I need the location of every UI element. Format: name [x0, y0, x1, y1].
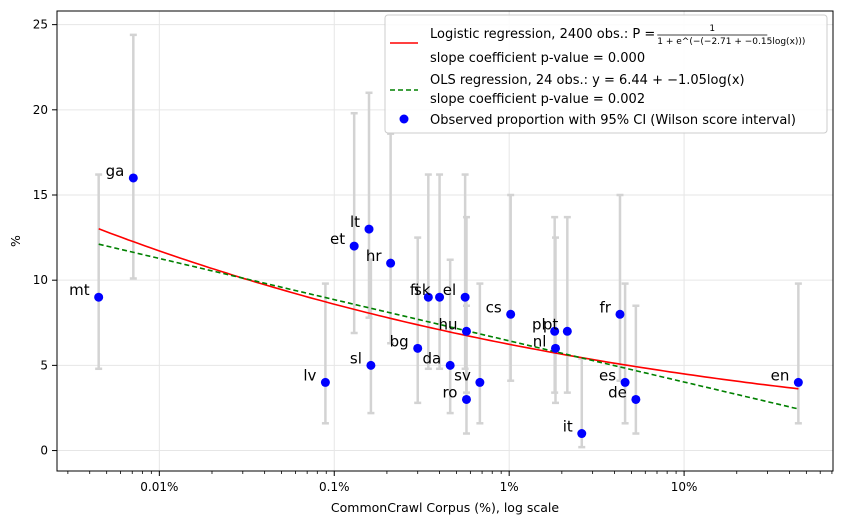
data-point-cs — [506, 309, 516, 319]
legend-logistic-label: Logistic regression, 2400 obs.: P = — [430, 27, 655, 42]
data-point-da — [445, 360, 455, 370]
y-axis-ticks: 0 5 10 15 20 25 — [33, 18, 57, 458]
x-axis-label: CommonCrawl Corpus (%), log scale — [331, 500, 559, 515]
data-point-bg — [413, 343, 423, 353]
data-point-et — [349, 241, 359, 251]
y-axis-label: % — [8, 235, 23, 247]
plot-frame — [56, 10, 834, 472]
data-point-hu — [461, 326, 471, 336]
legend-logistic-pvalue: slope coefficient p-value = 0.000 — [430, 51, 645, 66]
legend-logistic-formula-denominator: 1 + e^(−(−2.71 + −0.15log(x))) — [657, 37, 805, 47]
x-tick-label: 0.01% — [140, 480, 178, 494]
point-label-fi: fi — [410, 281, 419, 299]
y-tick-label: 25 — [33, 18, 48, 32]
data-point-en — [793, 377, 803, 387]
x-tick-label: 10% — [671, 480, 698, 494]
point-label-sl: sl — [350, 349, 362, 367]
y-tick-label: 15 — [33, 188, 48, 202]
data-point-ro — [461, 394, 471, 404]
point-label-mt: mt — [69, 281, 90, 299]
data-point-hr — [386, 258, 396, 268]
data-point-es — [620, 377, 630, 387]
y-tick-label: 0 — [40, 444, 48, 458]
point-label-fr: fr — [600, 298, 612, 316]
legend-ols-pvalue: slope coefficient p-value = 0.002 — [430, 92, 645, 107]
point-label-hu: hu — [438, 315, 457, 333]
point-label-pt: pt — [543, 315, 559, 333]
data-point-mt — [94, 292, 104, 302]
point-label-sk: sk — [414, 281, 431, 299]
legend-observed-label: Observed proportion with 95% CI (Wilson … — [430, 113, 796, 128]
point-label-sv: sv — [454, 366, 471, 384]
point-label-nl: nl — [533, 332, 547, 350]
point-label-it: it — [563, 418, 573, 436]
data-points — [94, 173, 803, 439]
data-point-fi — [423, 292, 433, 302]
data-point-it — [577, 429, 587, 439]
point-label-en: en — [771, 366, 790, 384]
legend-ols-label: OLS regression, 24 obs.: y = 6.44 + −1.0… — [430, 73, 745, 88]
data-point-ga — [128, 173, 138, 183]
point-label-lv: lv — [303, 366, 316, 384]
data-point-nl — [550, 343, 560, 353]
point-label-el: el — [443, 281, 456, 299]
point-label-hr: hr — [366, 247, 383, 265]
point-label-pl: pl — [532, 315, 546, 333]
data-point-pl — [550, 326, 560, 336]
data-point-sv — [475, 377, 485, 387]
point-label-bg: bg — [390, 332, 409, 350]
data-point-sk — [435, 292, 445, 302]
point-label-es: es — [599, 366, 616, 384]
fit-lines — [98, 228, 799, 410]
data-point-sl — [366, 360, 376, 370]
error-bars — [95, 33, 802, 449]
y-tick-label: 5 — [40, 358, 48, 372]
point-label-lt: lt — [350, 213, 360, 231]
point-label-ro: ro — [442, 383, 457, 401]
point-label-cs: cs — [486, 298, 502, 316]
data-point-lv — [320, 377, 330, 387]
point-label-et: et — [330, 230, 345, 248]
data-point-fr — [615, 309, 625, 319]
legend-observed-swatch — [399, 114, 409, 124]
x-tick-label: 0.1% — [319, 480, 350, 494]
legend-logistic-formula-numerator: 1 — [709, 24, 715, 34]
legend-box — [384, 14, 828, 134]
data-point-pt — [562, 326, 572, 336]
point-label-da: da — [422, 349, 441, 367]
legend: Logistic regression, 2400 obs.: P = 1 1 … — [384, 14, 828, 134]
y-tick-label: 10 — [33, 273, 48, 287]
logistic-regression-line — [98, 228, 799, 390]
data-point-el — [460, 292, 470, 302]
x-axis-ticks: 0.01% 0.1% 1% 10% — [67, 471, 833, 494]
data-point-de — [631, 394, 641, 404]
x-tick-label: 1% — [500, 480, 519, 494]
data-point-lt — [364, 224, 374, 234]
y-tick-label: 20 — [33, 103, 48, 117]
point-label-de: de — [608, 383, 627, 401]
point-label-ga: ga — [106, 162, 125, 180]
